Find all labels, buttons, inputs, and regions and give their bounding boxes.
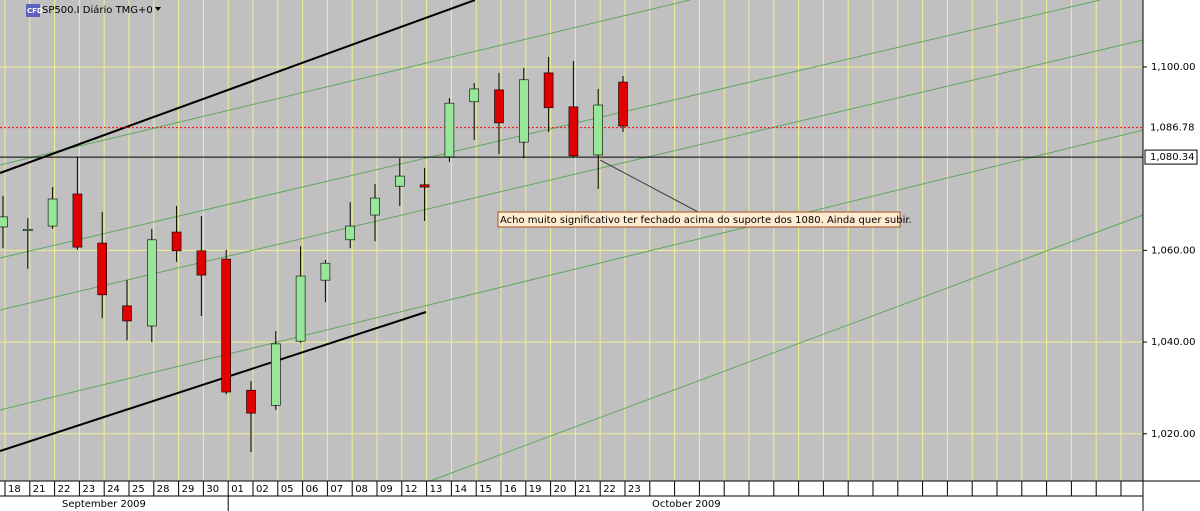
x-tick-label: 19 [529, 484, 542, 495]
price-lines [0, 127, 1143, 158]
x-tick-label: 14 [454, 484, 467, 495]
candle-body [568, 106, 579, 157]
channel-line [0, 0, 1101, 259]
candle-body [518, 79, 529, 143]
x-tick-label: 09 [380, 484, 393, 495]
x-tick-label: 23 [82, 484, 95, 495]
candle-body [469, 88, 480, 103]
icon-label: CFD [27, 7, 43, 15]
candle-body [246, 389, 256, 414]
dropdown-arrow[interactable] [155, 7, 161, 11]
candles [0, 56, 628, 453]
price-axis-area [1143, 0, 1200, 481]
y-tick-label: 1,060.00 [1151, 245, 1196, 256]
y-tick-label: 1,100.00 [1151, 62, 1196, 73]
plot-area [0, 0, 1143, 481]
x-tick-label: 30 [206, 484, 219, 495]
trendline [0, 311, 427, 452]
candle-body [72, 193, 83, 248]
candle-body [270, 343, 281, 406]
candle-body [221, 258, 231, 393]
candle-body [320, 262, 331, 281]
candle-body [22, 228, 33, 231]
x-tick-label: 06 [306, 484, 319, 495]
x-tick-label: 07 [330, 484, 343, 495]
trendlines [0, 0, 1144, 482]
candle-body [97, 242, 107, 296]
x-axis: 18 21 22 23 24 25 28 29 30 01 02 05 06 07 08 09 12 13 14 15… [0, 481, 1143, 511]
channel-line [0, 129, 1144, 411]
x-tick-label: 23 [628, 484, 641, 495]
candle-body [295, 275, 306, 342]
y-tick-label: 1,020.00 [1151, 429, 1196, 440]
x-tick-label: 16 [504, 484, 517, 495]
channel-line [429, 214, 1144, 482]
price-label-box [1145, 120, 1197, 135]
x-tick-label: 02 [256, 484, 269, 495]
candle-body [419, 184, 430, 188]
channel-line [0, 0, 691, 166]
annotation-box [497, 211, 901, 228]
price-label: 1,080.34 [1150, 152, 1195, 163]
x-tick-label: 05 [281, 484, 294, 495]
month-label: September 2009 [62, 499, 146, 510]
candle-body [122, 305, 132, 322]
x-tick-label: 22 [58, 484, 71, 495]
candle-body [47, 198, 58, 227]
candle-body [147, 239, 157, 327]
candle-body [593, 104, 604, 156]
y-axis: 1,020.00 1,040.00 1,060.00 1,100.00 1,086.78… [1143, 62, 1198, 440]
channel-line [0, 39, 1144, 311]
annotation-pointer [599, 159, 701, 214]
x-tick-label: 29 [182, 484, 195, 495]
annotation: Acho muito significativo ter fechado aci… [500, 215, 912, 226]
candle-body [0, 216, 8, 228]
x-tick-label: 22 [603, 484, 616, 495]
candle-body [543, 72, 554, 109]
month-label: October 2009 [652, 499, 721, 510]
trendline [0, 0, 476, 174]
candle-body [196, 250, 207, 276]
candle-body [494, 89, 504, 124]
candle-body [370, 197, 380, 216]
x-tick-label: 24 [107, 484, 120, 495]
x-tick-label: 12 [405, 484, 418, 495]
x-tick-label: 21 [33, 484, 46, 495]
x-tick-label: 01 [231, 484, 244, 495]
y-tick-label: 1,040.00 [1151, 337, 1196, 348]
x-tick-label: 13 [430, 484, 443, 495]
candle-body [345, 225, 356, 241]
x-tick-label: 08 [355, 484, 368, 495]
chart-title: SP500.I Diário TMG+0 [42, 4, 153, 16]
x-tick-label: 21 [578, 484, 591, 495]
price-label: 1,086.78 [1150, 123, 1195, 134]
x-tick-label: 20 [554, 484, 567, 495]
candle-body [394, 175, 405, 187]
x-tick-label: 15 [479, 484, 492, 495]
x-tick-label: 18 [8, 484, 21, 495]
price-label-box [1144, 149, 1198, 165]
candle-body [171, 231, 182, 252]
x-tick-label: 28 [157, 484, 170, 495]
x-tick-label: 25 [132, 484, 145, 495]
candle-body [618, 81, 628, 127]
candle-body [444, 102, 455, 158]
symbol-icon [26, 4, 40, 17]
